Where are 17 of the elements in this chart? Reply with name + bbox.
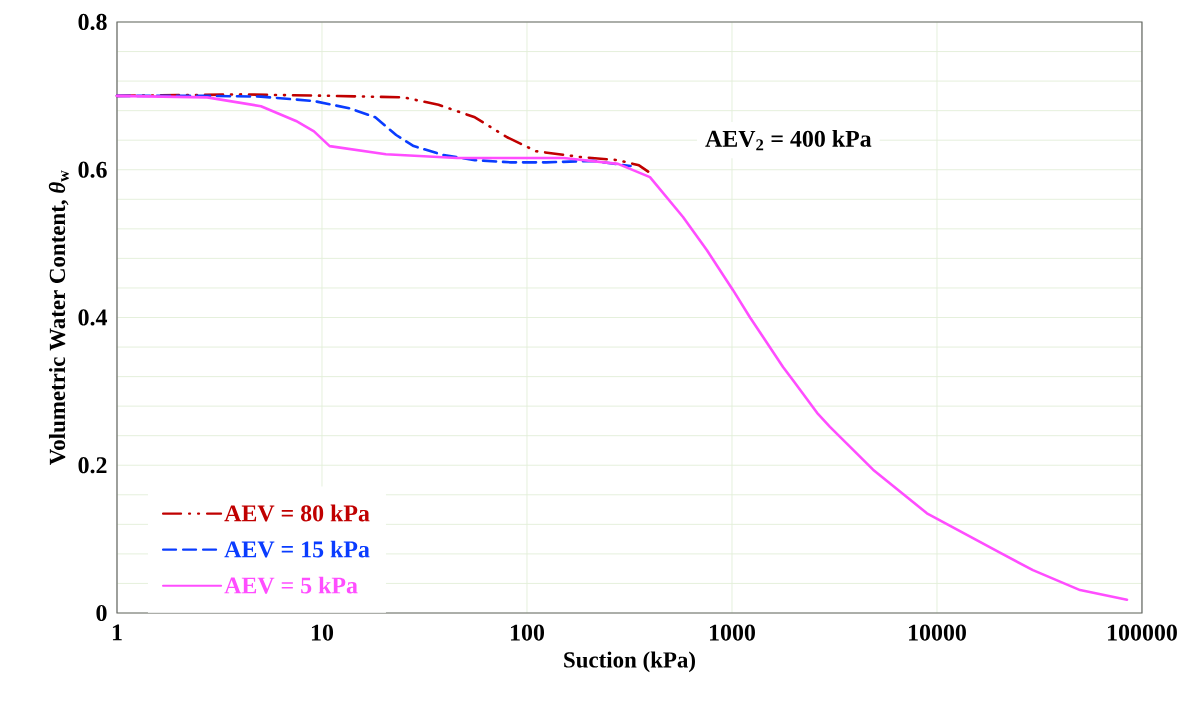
y-tick-label: 0.6 xyxy=(78,161,107,178)
legend-label: AEV = 80 kPa xyxy=(224,504,370,522)
annotation: AEV$_{2}$ = 400 kPa xyxy=(705,130,872,151)
x-tick-label: 1000 xyxy=(709,624,755,641)
x-tick-label: 1 xyxy=(112,624,122,641)
x-tick-label: 10000 xyxy=(909,624,966,641)
legend-label: AEV = 5 kPa xyxy=(224,576,358,594)
x-axis-title: Suction (kPa) xyxy=(564,651,695,673)
x-tick-label: 100000 xyxy=(1108,624,1177,641)
y-tick-label: 0.8 xyxy=(78,13,107,31)
x-tick-label: 10 xyxy=(311,624,334,641)
y-tick-label: 0 xyxy=(96,604,107,622)
x-tick-label: 100 xyxy=(510,624,545,641)
y-axis-title: Volumetric Water Content, θ$_{w}$ xyxy=(48,170,69,465)
legend-label: AEV = 15 kPa xyxy=(224,540,370,558)
y-tick-label: 0.4 xyxy=(78,309,108,326)
y-tick-label: 0.2 xyxy=(78,457,107,474)
